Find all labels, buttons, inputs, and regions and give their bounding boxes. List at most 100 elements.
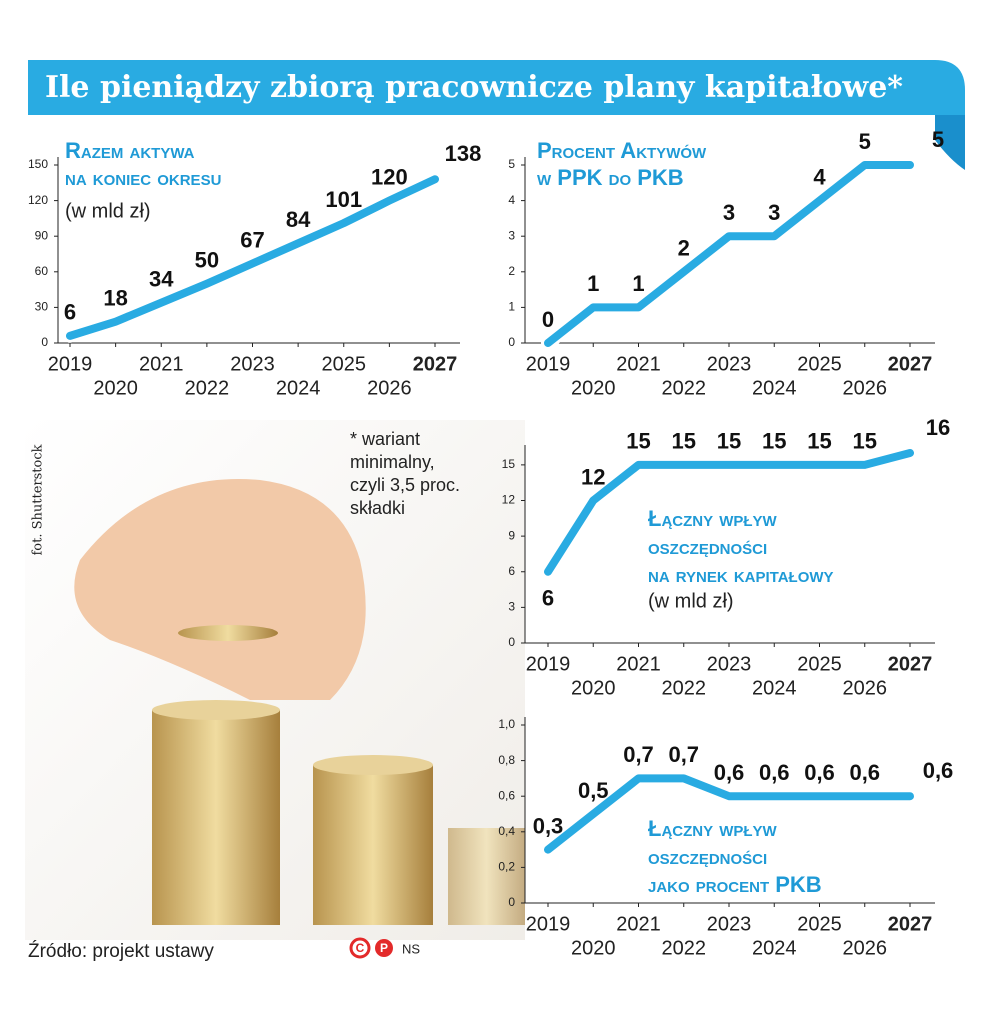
y-tick-label: 0 <box>41 335 48 349</box>
y-tick-label: 0,4 <box>498 824 515 838</box>
value-label: 0,3 <box>533 813 564 838</box>
chart-title: na koniec okresu <box>65 165 221 190</box>
value-label: 1 <box>587 271 599 296</box>
value-label: 12 <box>581 464 605 489</box>
value-label: 15 <box>807 429 831 454</box>
value-label-highlight: 5 <box>932 127 944 152</box>
value-label: 34 <box>149 266 174 291</box>
y-tick-label: 150 <box>28 157 48 171</box>
x-tick-label: 2024 <box>752 937 797 959</box>
x-tick-label: 2019 <box>526 653 571 675</box>
y-tick-label: 3 <box>508 600 515 614</box>
x-tick-label: 2024 <box>276 377 321 399</box>
chart-title: w PPK do PKB <box>537 165 684 190</box>
value-label: 0,7 <box>623 742 654 767</box>
value-label: 2 <box>678 236 690 261</box>
value-label: 5 <box>859 129 871 154</box>
y-tick-label: 1,0 <box>498 717 515 731</box>
chart-subtitle: (w mld zł) <box>648 590 734 612</box>
value-label: 0,6 <box>759 760 790 785</box>
x-tick-label: 2025 <box>797 353 842 375</box>
y-tick-label: 0 <box>508 635 515 649</box>
data-line <box>544 449 914 576</box>
value-label: 0,6 <box>849 760 880 785</box>
value-label: 120 <box>371 164 408 189</box>
x-tick-label: 2023 <box>707 913 752 935</box>
value-label: 67 <box>240 227 264 252</box>
chart-title: Łączny wpływ <box>648 816 778 841</box>
x-tick-label: 2027 <box>413 353 458 375</box>
value-label: 18 <box>103 285 127 310</box>
value-label: 84 <box>286 207 311 232</box>
photo-credit: fot. Shutterstock <box>31 444 46 555</box>
y-tick-label: 2 <box>508 264 515 278</box>
y-tick-label: 9 <box>508 528 515 542</box>
x-tick-label: 2026 <box>843 677 888 699</box>
value-label: 101 <box>325 187 362 212</box>
x-tick-label: 2023 <box>230 353 275 375</box>
x-tick-label: 2024 <box>752 377 797 399</box>
x-tick-label: 2026 <box>843 377 888 399</box>
value-label: 4 <box>813 164 826 189</box>
value-label: 15 <box>626 429 650 454</box>
data-line <box>66 175 439 340</box>
y-tick-label: 0,2 <box>498 860 515 874</box>
chart-title: na rynek kapitałowy <box>648 562 834 587</box>
x-tick-label: 2027 <box>888 913 933 935</box>
data-line <box>544 774 914 854</box>
x-tick-label: 2021 <box>139 353 184 375</box>
x-tick-label: 2025 <box>797 653 842 675</box>
note-line: czyli 3,5 proc. <box>350 475 460 495</box>
y-tick-label: 0,6 <box>498 788 515 802</box>
copyright: NS <box>402 941 420 956</box>
x-tick-label: 2022 <box>185 377 230 399</box>
value-label: 15 <box>672 429 696 454</box>
value-label: 15 <box>762 429 786 454</box>
y-tick-label: 3 <box>508 228 515 242</box>
x-tick-label: 2025 <box>797 913 842 935</box>
x-tick-label: 2021 <box>616 913 661 935</box>
note: * wariant minimalny, czyli 3,5 proc. składk… <box>350 429 460 518</box>
x-tick-label: 2024 <box>752 677 797 699</box>
copyright-icons: C P <box>349 937 393 959</box>
value-label: 6 <box>542 586 554 611</box>
x-tick-label: 2022 <box>662 377 707 399</box>
x-tick-label: 2021 <box>616 353 661 375</box>
chart-title: oszczędności <box>648 534 767 559</box>
y-tick-label: 90 <box>35 228 49 242</box>
y-tick-label: 5 <box>508 157 515 171</box>
photo <box>25 420 525 940</box>
source: Źródło: projekt ustawy <box>28 941 214 962</box>
x-tick-label: 2020 <box>571 377 616 399</box>
value-label: 6 <box>64 300 76 325</box>
value-label: 3 <box>768 200 780 225</box>
value-label: 0,6 <box>804 760 835 785</box>
note-line: składki <box>350 498 405 518</box>
note-line: minimalny, <box>350 452 435 472</box>
chart-title: oszczędności <box>648 844 767 869</box>
y-tick-label: 4 <box>508 193 515 207</box>
y-tick-label: 60 <box>35 264 49 278</box>
value-label-highlight: 16 <box>926 415 950 440</box>
value-label-highlight: 0,6 <box>923 758 954 783</box>
value-label: 50 <box>195 247 219 272</box>
x-tick-label: 2022 <box>662 937 707 959</box>
x-tick-label: 2019 <box>526 353 571 375</box>
x-tick-label: 2027 <box>888 353 933 375</box>
chart-subtitle: (w mld zł) <box>65 200 151 222</box>
x-tick-label: 2026 <box>367 377 412 399</box>
data-line <box>544 161 914 347</box>
y-tick-label: 15 <box>502 457 516 471</box>
x-tick-label: 2020 <box>571 937 616 959</box>
value-label: 0,5 <box>578 778 609 803</box>
x-tick-label: 2025 <box>322 353 367 375</box>
x-tick-label: 2020 <box>571 677 616 699</box>
x-tick-label: 2021 <box>616 653 661 675</box>
y-tick-label: 0 <box>508 335 515 349</box>
value-label: 1 <box>632 271 644 296</box>
x-tick-label: 2026 <box>843 937 888 959</box>
main-title: Ile pieniądzy zbiorą pracownicze plany k… <box>45 70 903 105</box>
banner <box>28 60 965 115</box>
y-tick-label: 0,8 <box>498 753 515 767</box>
